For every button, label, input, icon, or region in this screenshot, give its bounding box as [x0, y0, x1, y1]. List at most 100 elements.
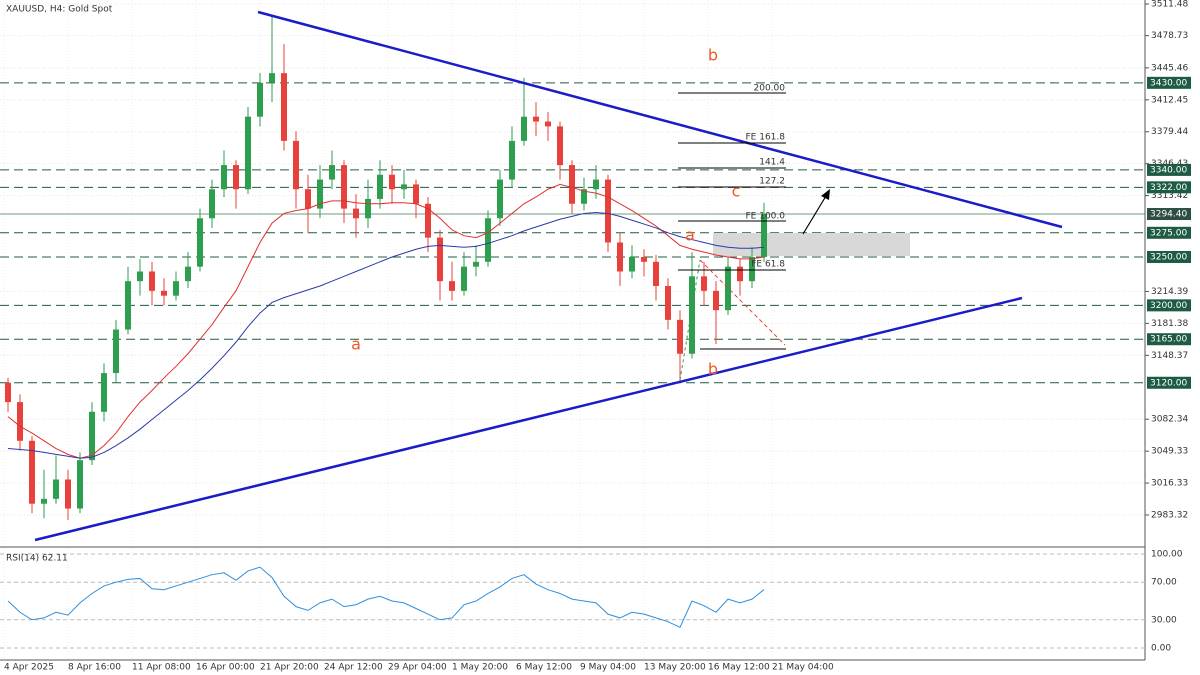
candle-body — [53, 479, 59, 499]
fib-label: 127.2 — [759, 177, 785, 187]
rsi-line — [7, 566, 765, 628]
y-tick-label: 2983.32 — [1151, 510, 1188, 520]
candles — [5, 15, 767, 521]
x-tick-label: 21 May 04:00 — [772, 663, 834, 673]
x-tick-label: 6 May 12:00 — [516, 663, 572, 673]
candle-body — [317, 179, 323, 209]
candle-body — [77, 460, 83, 509]
wave-label: b — [708, 46, 718, 65]
candle-body — [137, 271, 143, 282]
moving-averages — [7, 183, 765, 459]
wave-label: a — [685, 226, 695, 245]
arrow — [802, 189, 830, 235]
candle-body — [185, 266, 191, 282]
candle-body — [425, 203, 431, 238]
candle-body — [221, 165, 227, 190]
y-tick-label: 3313.42 — [1151, 191, 1188, 201]
trendline — [34, 296, 1023, 542]
y-tick-label: 3412.45 — [1151, 95, 1188, 105]
candle-body — [545, 121, 551, 127]
y-tick-label: 3214.39 — [1151, 287, 1188, 297]
candle-body — [65, 479, 71, 509]
rsi-tick-label: 70.00 — [1151, 578, 1177, 588]
candle-body — [197, 218, 203, 267]
level-box — [1147, 299, 1191, 312]
candle-body — [509, 140, 515, 180]
x-tick-label: 11 Apr 08:00 — [132, 663, 191, 673]
level-label: 3250.00 — [1150, 252, 1187, 262]
x-tick-label: 8 Apr 16:00 — [68, 663, 121, 673]
fib-lines — [678, 92, 786, 350]
candle-body — [617, 242, 623, 272]
candle-body — [353, 208, 359, 219]
y-tick-label: 3379.44 — [1151, 127, 1188, 137]
candle-body — [533, 116, 539, 122]
arrow-head — [821, 189, 830, 200]
candle-body — [233, 165, 239, 190]
rsi-tick-label: 0.00 — [1151, 643, 1171, 653]
candle-body — [17, 402, 23, 441]
candle-body — [581, 189, 587, 204]
candle-body — [641, 256, 647, 262]
rsi-tick-label: 100.00 — [1151, 550, 1183, 560]
wave-label: c — [732, 182, 741, 201]
chart-title: XAUUSD, H4: Gold Spot — [6, 5, 113, 15]
candle-body — [29, 440, 35, 504]
candle-body — [653, 261, 659, 287]
level-label: 3322.00 — [1150, 183, 1187, 193]
candle-body — [497, 179, 503, 219]
candle-body — [677, 319, 683, 354]
candle-body — [5, 382, 11, 403]
candle-body — [725, 266, 731, 311]
candle-body — [161, 290, 167, 296]
y-tick-label: 3445.46 — [1151, 63, 1188, 73]
candle-body — [293, 140, 299, 190]
candle-body — [473, 261, 479, 267]
level-label: 3120.00 — [1150, 378, 1187, 388]
y-tick-label: 3148.37 — [1151, 351, 1188, 361]
candle-body — [593, 179, 599, 190]
rsi-tick-label: 30.00 — [1151, 615, 1177, 625]
y-tick-label: 3181.38 — [1151, 319, 1188, 329]
x-tick-label: 24 Apr 12:00 — [324, 663, 383, 673]
y-tick-label: 3082.34 — [1151, 415, 1188, 425]
levels — [0, 82, 1145, 384]
candle-body — [749, 256, 755, 282]
candle-body — [437, 237, 443, 282]
arrow-shaft — [802, 195, 827, 235]
candle-body — [461, 266, 467, 291]
annotations: b a c a b 200.00 FE 161.8 141.4 127.2 FE 100.0 FE … — [351, 46, 785, 379]
rsi-label: RSI(14) 62.11 — [6, 554, 68, 564]
level-label: 3200.00 — [1150, 301, 1187, 311]
level-box — [1147, 76, 1191, 89]
candle-body — [257, 82, 263, 117]
zone — [713, 233, 910, 256]
candle-body — [305, 189, 311, 209]
fib-label: FE 100.0 — [746, 212, 786, 222]
candle-body — [713, 290, 719, 311]
fib-label: FE 161.8 — [746, 133, 786, 143]
projection — [699, 259, 786, 346]
x-tick-label: 4 Apr 2025 — [4, 663, 54, 673]
candle-body — [413, 184, 419, 204]
candle-body — [113, 329, 119, 374]
level-box — [1147, 376, 1191, 389]
level-box — [1147, 250, 1191, 263]
fib-label: FE 61.8 — [751, 260, 785, 270]
candle-body — [341, 165, 347, 209]
candle-body — [449, 281, 455, 291]
candle-body — [401, 184, 407, 190]
y-tick-label: 3049.33 — [1151, 447, 1188, 457]
candle-body — [521, 116, 527, 141]
x-tick-label: 1 May 20:00 — [452, 663, 508, 673]
grid — [0, 0, 1145, 660]
candle-body — [557, 126, 563, 166]
level-label: 3430.00 — [1150, 78, 1187, 88]
candle-body — [149, 271, 155, 291]
trendline — [257, 10, 1063, 229]
candle-body — [41, 498, 47, 504]
level-box — [1147, 226, 1191, 239]
candle-body — [761, 214, 767, 257]
